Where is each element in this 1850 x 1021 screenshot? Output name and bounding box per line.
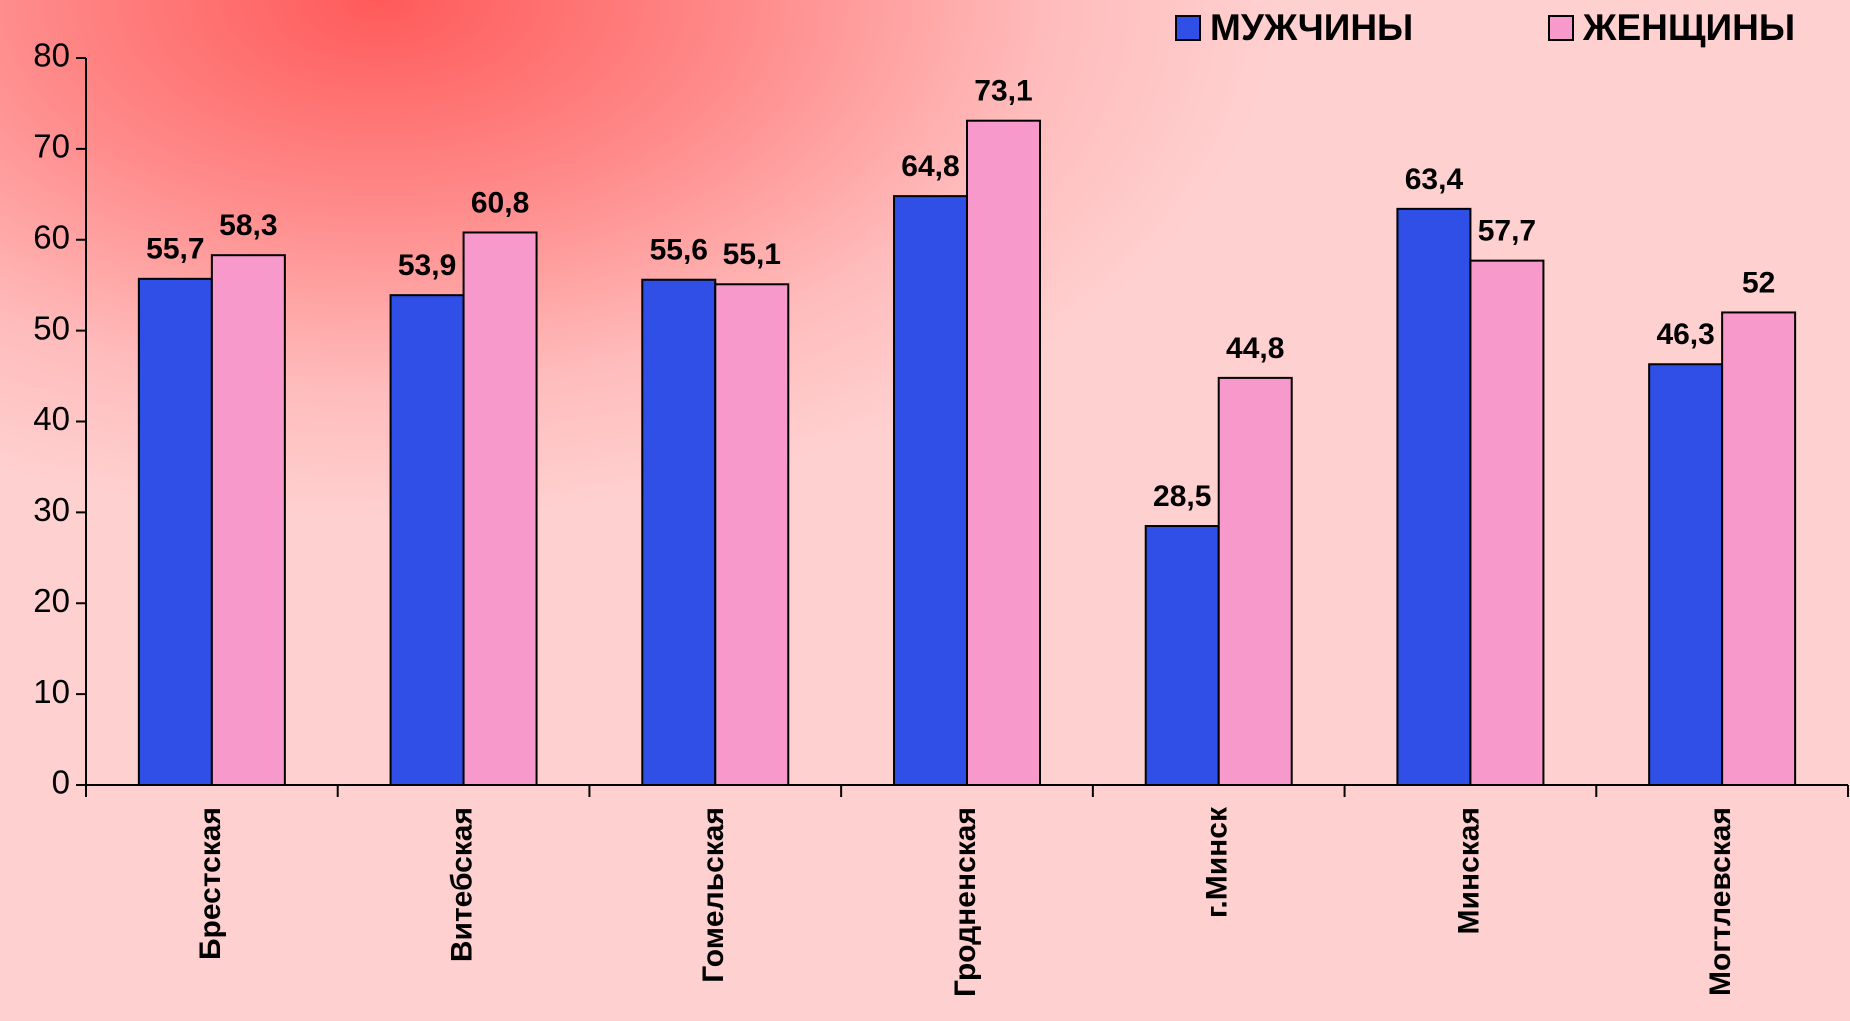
legend-swatch (1175, 15, 1201, 41)
bar (210, 254, 286, 787)
value-label: 60,8 (471, 186, 529, 219)
value-label: 58,3 (219, 209, 277, 242)
value-label: 73,1 (974, 75, 1032, 108)
legend-label: ЖЕНЩИНЫ (1582, 7, 1795, 48)
legend-swatch (1548, 15, 1574, 41)
bar (966, 119, 1041, 787)
bar (1648, 363, 1724, 786)
bar (641, 278, 717, 786)
bar (389, 294, 465, 786)
value-label: 63,4 (1405, 163, 1464, 196)
bar (714, 283, 790, 786)
value-label: 55,1 (723, 238, 781, 271)
value-label: 55,6 (650, 234, 708, 267)
value-label: 64,8 (901, 150, 959, 183)
y-tick-label: 50 (33, 309, 70, 346)
y-tick-label: 80 (33, 37, 70, 74)
y-tick-label: 40 (33, 400, 70, 437)
value-label: 55,7 (146, 233, 204, 266)
x-tick-label: Минская (1452, 807, 1485, 934)
bar (1721, 311, 1797, 786)
bar (1396, 207, 1472, 787)
y-tick-label: 60 (33, 218, 70, 255)
value-label: 46,3 (1656, 318, 1714, 351)
value-label: 53,9 (398, 249, 456, 282)
legend-label: МУЖЧИНЫ (1210, 7, 1413, 48)
bar (1469, 259, 1545, 786)
x-tick-label: Витебская (445, 807, 478, 962)
value-label: 57,7 (1478, 215, 1536, 248)
x-tick-label: Могтлевская (1704, 807, 1737, 996)
value-label: 52 (1742, 266, 1775, 299)
x-tick-label: Гродненская (949, 807, 982, 997)
bar (893, 195, 969, 786)
bar (462, 231, 538, 787)
y-tick-label: 0 (52, 764, 70, 801)
x-tick-label: г.Минск (1201, 806, 1234, 918)
bar (1144, 525, 1220, 786)
y-tick-label: 30 (33, 491, 70, 528)
bar (1217, 376, 1293, 786)
x-tick-label: Гомельская (697, 807, 730, 983)
y-tick-label: 10 (33, 673, 70, 710)
y-tick-label: 70 (33, 128, 70, 165)
x-tick-label: Брестская (194, 807, 227, 960)
value-label: 28,5 (1153, 480, 1211, 513)
y-tick-label: 20 (33, 582, 70, 619)
value-label: 44,8 (1226, 332, 1284, 365)
bar (137, 277, 213, 786)
